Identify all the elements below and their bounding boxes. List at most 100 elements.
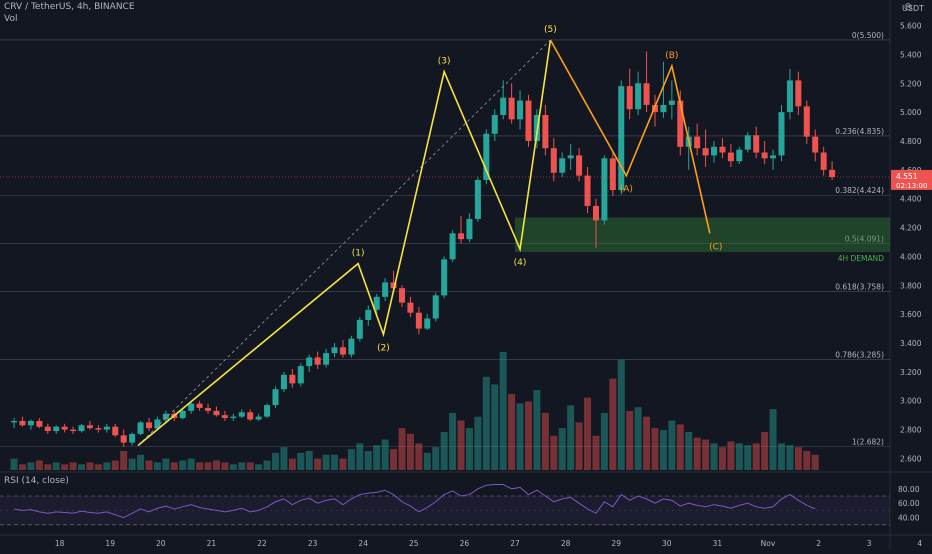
elliott-impulse-wave bbox=[137, 39, 552, 447]
correction-label: (B) bbox=[665, 51, 678, 61]
volume-bar bbox=[229, 464, 237, 470]
candle-body bbox=[702, 148, 709, 156]
demand-zone-label: 4H DEMAND bbox=[838, 254, 885, 263]
candle-body bbox=[238, 412, 245, 417]
volume-bar bbox=[145, 460, 153, 470]
last-price-value: 4.551 bbox=[896, 172, 918, 181]
volume-bar bbox=[246, 462, 254, 470]
candle-body bbox=[559, 158, 566, 173]
price-tick-label: 3.400 bbox=[900, 339, 922, 348]
candle-body bbox=[592, 205, 599, 221]
price-tick-label: 4.200 bbox=[900, 224, 922, 233]
candle-body bbox=[466, 218, 473, 240]
time-tick-label: 23 bbox=[308, 539, 318, 548]
elliott-correction-wave bbox=[549, 39, 711, 234]
volume-bar bbox=[474, 416, 482, 470]
candle-body bbox=[500, 97, 507, 116]
clock-icon[interactable]: ◷ bbox=[904, 2, 912, 12]
volume-bar bbox=[263, 460, 271, 470]
volume-bar bbox=[347, 449, 355, 470]
time-tick-label: 26 bbox=[460, 539, 470, 548]
time-tick-label: 27 bbox=[510, 539, 520, 548]
candle-body bbox=[154, 419, 161, 429]
candle-body bbox=[95, 428, 102, 430]
time-tick-label: Nov bbox=[761, 539, 776, 548]
wave-label: (1) bbox=[352, 249, 365, 259]
volume-bar bbox=[196, 462, 204, 470]
candle-body bbox=[264, 405, 271, 417]
volume-bar bbox=[609, 378, 617, 470]
time-tick-label: 2 bbox=[816, 539, 821, 548]
volume-bar bbox=[794, 447, 802, 470]
volume-bar bbox=[643, 416, 651, 470]
volume-bar bbox=[179, 460, 187, 470]
candle-body bbox=[27, 420, 34, 426]
fib-level-label: 0.5(4.091) bbox=[845, 234, 884, 243]
candle-body bbox=[70, 429, 77, 432]
volume-bar bbox=[10, 458, 18, 470]
price-tick-label: 3.000 bbox=[900, 397, 922, 406]
price-tick-label: 5.600 bbox=[900, 22, 922, 31]
candle-body bbox=[213, 410, 220, 416]
volume-bar bbox=[499, 352, 507, 470]
volume-bar bbox=[449, 412, 457, 470]
candle-body bbox=[365, 309, 372, 320]
candle-body bbox=[525, 100, 532, 141]
candle-body bbox=[179, 410, 186, 419]
candle-body bbox=[753, 135, 760, 153]
candle-body bbox=[626, 86, 633, 110]
candle-body bbox=[550, 148, 557, 173]
candle-body bbox=[247, 412, 254, 420]
volume-bar bbox=[761, 431, 769, 470]
candle-body bbox=[230, 416, 237, 419]
volume-bar bbox=[111, 460, 119, 470]
candle-body bbox=[449, 233, 456, 260]
candle-body bbox=[483, 133, 490, 180]
candle-body bbox=[660, 104, 667, 113]
candle-body bbox=[601, 158, 608, 221]
fib-level-label: 0.618(3.758) bbox=[835, 282, 884, 291]
volume-bar bbox=[381, 439, 389, 470]
candle-body bbox=[517, 100, 524, 120]
candle-body bbox=[348, 338, 355, 355]
volume-bar bbox=[718, 447, 726, 470]
candle-body bbox=[635, 83, 642, 110]
candle-body bbox=[609, 158, 616, 191]
volume-bar bbox=[558, 428, 566, 470]
candle-body bbox=[356, 319, 363, 339]
wave-label: (5) bbox=[544, 25, 557, 35]
last-price-tag bbox=[891, 169, 932, 190]
candle-body bbox=[407, 302, 414, 313]
volume-bar bbox=[280, 447, 288, 470]
volume-bar bbox=[811, 454, 819, 470]
price-tick-label: 5.400 bbox=[900, 50, 922, 59]
candle-body bbox=[424, 318, 431, 329]
candle-body bbox=[103, 426, 110, 430]
candle-body bbox=[458, 233, 465, 240]
wave-label: (4) bbox=[514, 258, 527, 268]
candle-body bbox=[205, 407, 212, 411]
candle-body bbox=[415, 312, 422, 329]
volume-bar bbox=[61, 464, 69, 470]
candle-body bbox=[44, 426, 51, 432]
volume-bar bbox=[685, 431, 693, 470]
volume-bar bbox=[524, 401, 532, 470]
volume-bar bbox=[617, 359, 625, 470]
candle-body bbox=[736, 149, 743, 162]
volume-bar bbox=[584, 397, 592, 470]
candle-body bbox=[618, 86, 625, 191]
correction-label: (A) bbox=[620, 185, 633, 195]
volume-bar bbox=[491, 384, 499, 470]
volume-bar bbox=[702, 439, 710, 470]
volume-bar bbox=[465, 428, 473, 470]
volume-bar bbox=[567, 405, 575, 470]
candle-body bbox=[677, 100, 684, 147]
volume-bar bbox=[221, 462, 229, 470]
candle-body bbox=[19, 420, 26, 426]
candle-body bbox=[382, 282, 389, 297]
volume-bar bbox=[137, 454, 145, 470]
price-tick-label: 3.800 bbox=[900, 281, 922, 290]
candle-body bbox=[508, 97, 515, 120]
